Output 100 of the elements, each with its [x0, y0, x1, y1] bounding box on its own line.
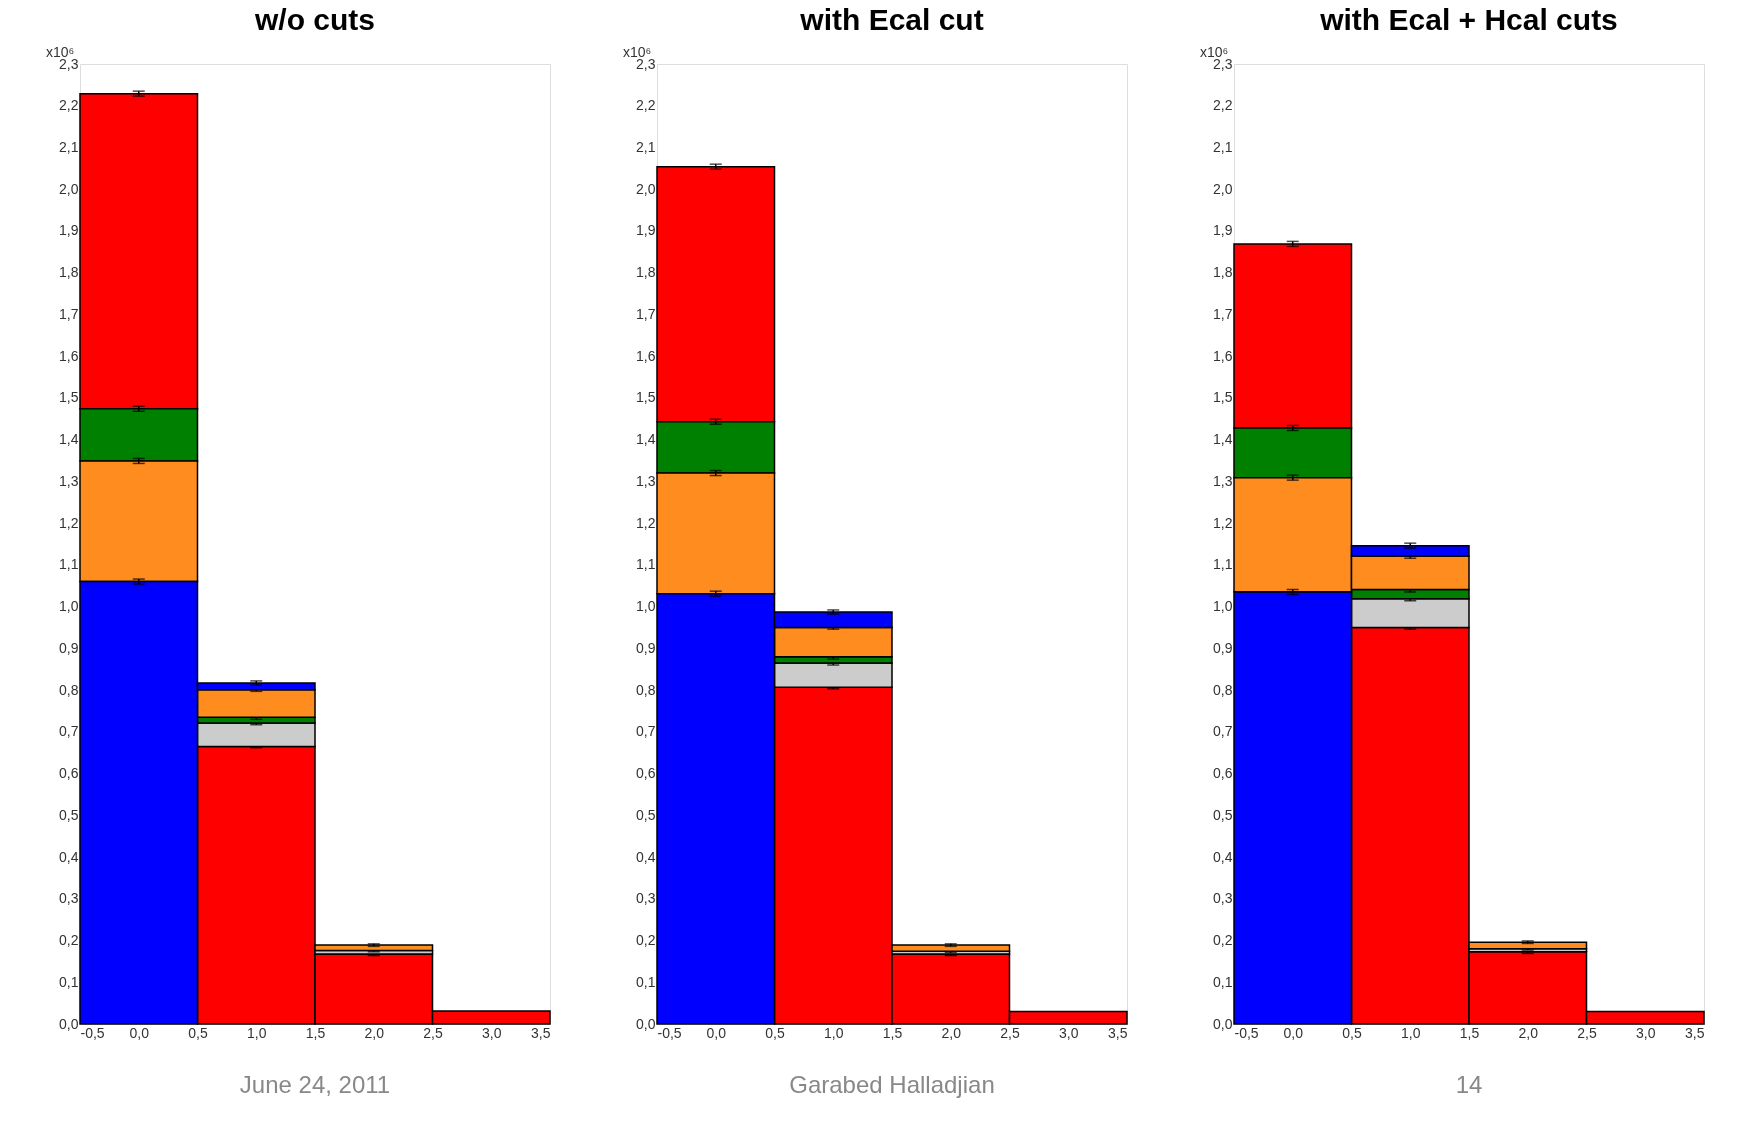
x-tick-label: -0,5: [80, 1024, 105, 1041]
y-tick-label: 1,1: [59, 556, 79, 573]
x-tick-label: 3,5: [1685, 1024, 1705, 1041]
y-tick-label: 1,7: [636, 305, 656, 322]
y-tick-label: 0,8: [1213, 681, 1233, 698]
x-tick-label: 3,5: [531, 1024, 551, 1041]
y-tick-label: 0,7: [636, 723, 656, 740]
y-tick-label: 1,9: [1213, 222, 1233, 239]
x-tick-label: 1,5: [305, 1024, 326, 1041]
x-tick-label: 3,0: [482, 1024, 502, 1041]
x-tick-label: -0,5: [657, 1024, 682, 1041]
chart-title: w/o cuts: [253, 3, 376, 36]
x-tick-label: 0,0: [1283, 1024, 1304, 1041]
x-tick-label: 1,5: [882, 1024, 903, 1041]
y-tick-label: 0,2: [59, 932, 79, 949]
y-tick-label: 2,2: [636, 97, 656, 114]
chart-title: with Ecal + Hcal cuts: [1319, 3, 1618, 36]
y-tick-label: 0,3: [1213, 890, 1233, 907]
y-tick-label: 1,6: [636, 347, 656, 364]
x-tick-label: 3,0: [1059, 1024, 1079, 1041]
x-tick-label: 3,0: [1636, 1024, 1656, 1041]
y-axis-title: x10⁶: [623, 44, 652, 60]
y-tick-label: 1,6: [59, 347, 79, 364]
y-tick-label: 0,5: [59, 806, 79, 823]
x-tick-label: 2,0: [941, 1024, 962, 1041]
y-tick-label: 0,4: [59, 848, 79, 865]
y-tick-label: 0,6: [59, 765, 79, 782]
text: June 24, 2011: [239, 1071, 391, 1098]
x-tick-label: 2,0: [1518, 1024, 1539, 1041]
y-tick-label: 2,2: [59, 97, 79, 114]
y-tick-label: 1,3: [1213, 472, 1233, 489]
y-tick-label: 1,7: [59, 305, 79, 322]
x-tick-label: 0,0: [129, 1024, 150, 1041]
chart-title: with Ecal cut: [799, 3, 984, 36]
y-tick-label: 0,5: [636, 806, 656, 823]
y-tick-label: 0,1: [59, 973, 79, 990]
y-tick-label: 1,4: [1213, 431, 1233, 448]
y-tick-label: 0,3: [59, 890, 79, 907]
x-tick-label: 1,0: [824, 1024, 844, 1041]
y-tick-label: 2,0: [59, 180, 79, 197]
y-tick-label: 1,4: [636, 431, 656, 448]
y-tick-label: 2,0: [1213, 180, 1233, 197]
y-tick-label: 1,4: [59, 431, 79, 448]
x-tick-label: 2,5: [1577, 1024, 1597, 1041]
y-tick-label: 1,9: [59, 222, 79, 239]
y-tick-label: 2,1: [1213, 138, 1233, 155]
y-tick-label: 1,5: [636, 389, 656, 406]
x-tick-label: 0,5: [188, 1024, 208, 1041]
y-tick-label: 2,1: [636, 138, 656, 155]
y-tick-label: 2,0: [636, 180, 656, 197]
x-tick-label: 1,5: [1459, 1024, 1480, 1041]
y-tick-label: 0,5: [1213, 806, 1233, 823]
y-tick-label: 1,8: [59, 264, 79, 281]
y-tick-label: 1,3: [636, 472, 656, 489]
x-tick-label: 1,0: [1401, 1024, 1421, 1041]
y-tick-label: 1,8: [636, 264, 656, 281]
y-tick-label: 1,0: [59, 598, 79, 615]
y-tick-label: 0,6: [636, 765, 656, 782]
x-tick-label: 0,0: [706, 1024, 727, 1041]
y-tick-label: 0,2: [636, 932, 656, 949]
y-axis-title: x10⁶: [46, 44, 75, 60]
y-tick-label: 1,2: [636, 514, 656, 531]
x-tick-label: 1,0: [247, 1024, 267, 1041]
y-tick-label: 0,2: [1213, 932, 1233, 949]
y-tick-label: 1,8: [1213, 264, 1233, 281]
y-tick-label: 0,4: [1213, 848, 1233, 865]
y-axis-title: x10⁶: [1200, 44, 1229, 60]
y-tick-label: 0,6: [1213, 765, 1233, 782]
y-tick-label: 0,9: [636, 639, 656, 656]
y-tick-label: 0,3: [636, 890, 656, 907]
text: 14: [1455, 1071, 1483, 1098]
y-tick-label: 0,7: [1213, 723, 1233, 740]
y-tick-label: 1,5: [1213, 389, 1233, 406]
y-tick-label: 0,9: [59, 639, 79, 656]
y-tick-label: 0,7: [59, 723, 79, 740]
y-tick-label: 1,3: [59, 472, 79, 489]
y-tick-label: 1,0: [1213, 598, 1233, 615]
y-tick-label: 0,8: [636, 681, 656, 698]
y-tick-label: 2,1: [59, 138, 79, 155]
x-tick-label: 2,5: [423, 1024, 443, 1041]
y-tick-label: 1,5: [59, 389, 79, 406]
y-tick-label: 0,1: [636, 973, 656, 990]
x-tick-label: 2,5: [1000, 1024, 1020, 1041]
y-tick-label: 2,2: [1213, 97, 1233, 114]
x-tick-label: 2,0: [364, 1024, 385, 1041]
x-tick-label: 0,5: [1342, 1024, 1362, 1041]
y-tick-label: 1,9: [636, 222, 656, 239]
x-tick-label: 3,5: [1108, 1024, 1128, 1041]
x-tick-label: -0,5: [1234, 1024, 1259, 1041]
y-tick-label: 1,2: [1213, 514, 1233, 531]
y-tick-label: 0,1: [1213, 973, 1233, 990]
y-tick-label: 1,1: [636, 556, 656, 573]
y-tick-label: 1,7: [1213, 305, 1233, 322]
y-tick-label: 0,4: [636, 848, 656, 865]
x-tick-label: 0,5: [765, 1024, 785, 1041]
y-tick-label: 0,9: [1213, 639, 1233, 656]
y-tick-label: 1,0: [636, 598, 656, 615]
y-tick-label: 1,2: [59, 514, 79, 531]
text: Garabed Halladjian: [789, 1071, 995, 1098]
y-tick-label: 1,6: [1213, 347, 1233, 364]
